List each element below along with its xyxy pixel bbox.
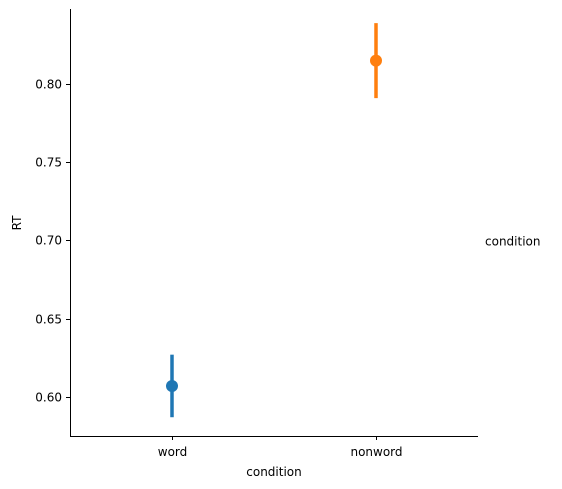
marks: [166, 23, 382, 418]
y-tick-label: 0.80: [35, 78, 62, 92]
y-axis-label: RT: [10, 215, 24, 230]
legend-title: condition: [485, 235, 540, 249]
x-tick-label: word: [158, 445, 188, 459]
y-tick-label: 0.65: [35, 313, 62, 327]
y-tick-label: 0.75: [35, 156, 62, 170]
y-ticks: 0.60 0.65 0.70 0.75 0.80: [35, 78, 70, 405]
point-word: [166, 379, 178, 392]
point-nonword: [370, 54, 382, 67]
x-axis-label: condition: [246, 465, 301, 479]
y-tick-label: 0.70: [35, 234, 62, 248]
x-tick-label: nonword: [350, 445, 402, 459]
y-tick-label: 0.60: [35, 391, 62, 405]
x-ticks: word nonword: [158, 436, 403, 459]
